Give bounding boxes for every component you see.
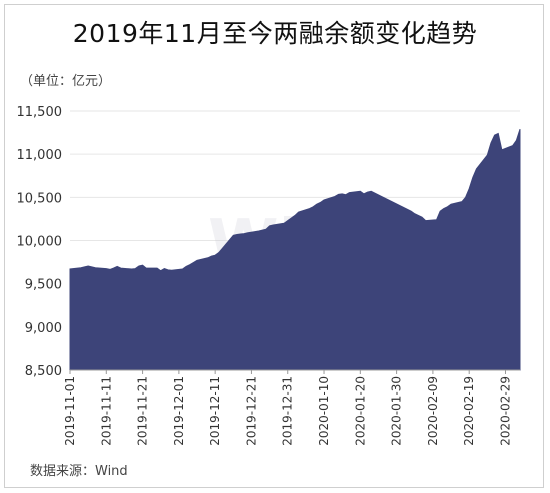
- y-tick-label: 9,500: [25, 278, 62, 293]
- x-tick-label: 2019-12-11: [208, 376, 222, 446]
- y-tick-label: 11,000: [17, 148, 63, 163]
- y-tick-label: 8,500: [25, 364, 62, 379]
- y-tick-label: 9,000: [25, 321, 62, 336]
- x-tick-label: 2020-02-09: [426, 376, 440, 446]
- x-tick-label: 2020-01-30: [390, 376, 404, 446]
- y-tick-label: 10,500: [17, 191, 63, 206]
- x-tick-label: 2020-01-10: [317, 376, 331, 446]
- x-tick-label: 2019-12-21: [244, 376, 258, 446]
- x-tick-label: 2020-01-20: [353, 376, 367, 446]
- x-tick-label: 2019-11-21: [136, 376, 150, 446]
- x-tick-label: 2020-02-19: [462, 376, 476, 446]
- x-tick-label: 2019-11-11: [99, 376, 113, 446]
- area-series: [69, 128, 521, 371]
- source-note: 数据来源：Wind: [30, 464, 128, 479]
- x-tick-label: 2019-12-31: [281, 376, 295, 446]
- x-tick-label: 2019-11-01: [63, 376, 77, 446]
- chart-title: 2019年11月至今两融余额变化趋势: [72, 19, 478, 48]
- y-tick-label: 11,500: [17, 105, 63, 120]
- unit-label: （单位：亿元）: [20, 74, 112, 89]
- y-tick-label: 10,000: [17, 235, 63, 250]
- x-tick-label: 2019-12-01: [172, 376, 186, 446]
- x-tick-label: 2020-02-29: [498, 376, 512, 446]
